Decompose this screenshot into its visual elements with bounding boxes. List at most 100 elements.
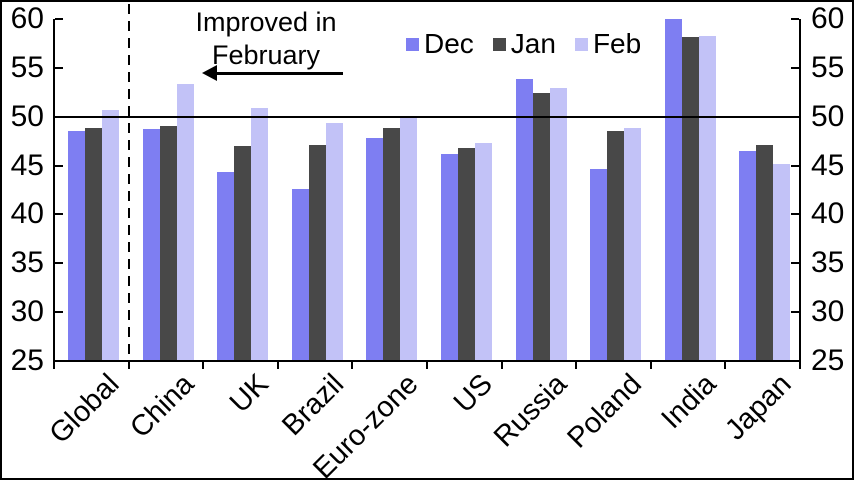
bar-jan-china xyxy=(159,126,177,362)
bar-feb-poland xyxy=(624,128,642,362)
x-tick xyxy=(53,362,55,369)
y-tick-right xyxy=(791,115,799,118)
y-tick-label-left: 35 xyxy=(10,246,44,280)
bar-jan-global xyxy=(85,128,102,362)
y-tick-right xyxy=(791,18,799,20)
x-tick xyxy=(649,362,652,369)
y-tick-left xyxy=(55,311,63,314)
bar-dec-uk xyxy=(217,172,235,362)
legend-swatch-icon xyxy=(574,37,588,51)
bar-dec-india xyxy=(664,19,682,362)
bar-dec-brazil xyxy=(291,189,309,362)
y-tick-right xyxy=(791,66,799,69)
y-tick-left xyxy=(55,18,63,20)
y-tick-left xyxy=(55,213,63,216)
bar-feb-euro-zone xyxy=(400,117,418,362)
y-tick-label-left: 45 xyxy=(10,148,44,182)
y-tick-label-right: 45 xyxy=(811,148,845,182)
bar-jan-us xyxy=(458,147,475,362)
reference-line-50 xyxy=(54,115,800,118)
x-category-label-japan: Japan xyxy=(718,368,798,447)
y-tick-label-right: 25 xyxy=(811,344,845,377)
legend-item-dec: Dec xyxy=(406,28,474,60)
x-tick xyxy=(724,362,727,369)
bar-dec-global xyxy=(68,131,85,362)
x-tick xyxy=(202,362,205,369)
bar-feb-global xyxy=(102,109,119,362)
y-tick-label-left: 25 xyxy=(10,344,44,377)
legend: Dec Jan Feb xyxy=(406,28,641,60)
y-tick-label-right: 50 xyxy=(811,99,845,133)
x-category-label-uk: UK xyxy=(224,368,276,420)
bar-dec-russia xyxy=(515,78,533,362)
bar-dec-us xyxy=(441,153,458,362)
x-tick xyxy=(799,362,801,369)
y-tick-right xyxy=(791,311,799,314)
y-tick-label-left: 40 xyxy=(10,197,44,231)
y-tick-right xyxy=(791,360,799,362)
x-category-label-india: India xyxy=(655,368,723,436)
x-category-label-poland: Poland xyxy=(561,368,649,455)
x-tick xyxy=(575,362,578,369)
y-tick-left xyxy=(55,360,63,362)
annotation-text: Improved in February xyxy=(195,7,337,70)
x-tick xyxy=(276,362,279,369)
legend-swatch-icon xyxy=(406,37,419,51)
y-tick-right xyxy=(791,164,799,167)
legend-item-jan: Jan xyxy=(492,28,556,60)
bar-jan-uk xyxy=(234,146,252,362)
legend-item-feb: Feb xyxy=(574,28,642,60)
y-tick-label-left: 60 xyxy=(10,2,44,35)
bar-feb-india xyxy=(698,35,716,362)
bar-dec-japan xyxy=(739,150,757,362)
y-tick-label-left: 55 xyxy=(10,50,44,84)
bar-feb-japan xyxy=(773,163,791,362)
y-tick-label-right: 35 xyxy=(811,246,845,280)
y-tick-label-right: 30 xyxy=(811,295,845,329)
y-tick-label-right: 60 xyxy=(811,2,845,35)
x-tick xyxy=(500,362,503,369)
y-axis-left xyxy=(53,19,55,362)
annotation-arrow-line xyxy=(216,72,343,75)
bar-jan-brazil xyxy=(308,145,326,362)
y-tick-label-left: 30 xyxy=(10,295,44,329)
bar-feb-brazil xyxy=(325,122,343,362)
bar-jan-poland xyxy=(607,131,625,362)
x-category-label-china: China xyxy=(124,368,201,445)
bar-feb-russia xyxy=(549,88,567,362)
bar-feb-uk xyxy=(251,107,269,362)
y-tick-left xyxy=(55,115,63,118)
x-category-label-us: US xyxy=(447,368,499,420)
bar-jan-euro-zone xyxy=(383,128,401,362)
legend-label: Feb xyxy=(592,28,642,59)
y-tick-right xyxy=(791,213,799,216)
x-tick xyxy=(351,362,354,369)
bar-feb-china xyxy=(176,84,194,362)
bar-dec-euro-zone xyxy=(366,138,384,362)
bar-feb-us xyxy=(475,143,492,362)
bar-jan-japan xyxy=(756,145,774,362)
legend-swatch-icon xyxy=(492,37,506,51)
bar-jan-russia xyxy=(532,93,550,362)
bar-dec-poland xyxy=(590,169,608,362)
legend-label: Dec xyxy=(424,28,474,59)
annotation-arrow-head-icon xyxy=(202,65,217,81)
x-tick xyxy=(127,362,130,369)
y-tick-label-right: 40 xyxy=(811,197,845,231)
y-tick-left xyxy=(55,164,63,167)
y-axis-right xyxy=(799,19,801,362)
legend-label: Jan xyxy=(510,28,556,59)
y-tick-label-right: 55 xyxy=(811,50,845,84)
y-tick-label-left: 50 xyxy=(10,99,44,133)
x-tick xyxy=(426,362,428,369)
dashed-separator-line xyxy=(127,4,130,360)
y-tick-left xyxy=(55,262,63,265)
y-tick-left xyxy=(55,66,63,69)
bar-dec-china xyxy=(142,129,160,362)
x-axis xyxy=(53,360,801,362)
x-category-label-global: Global xyxy=(44,368,126,450)
x-category-label-russia: Russia xyxy=(488,368,574,454)
y-tick-right xyxy=(791,262,799,265)
bar-jan-india xyxy=(681,36,699,362)
